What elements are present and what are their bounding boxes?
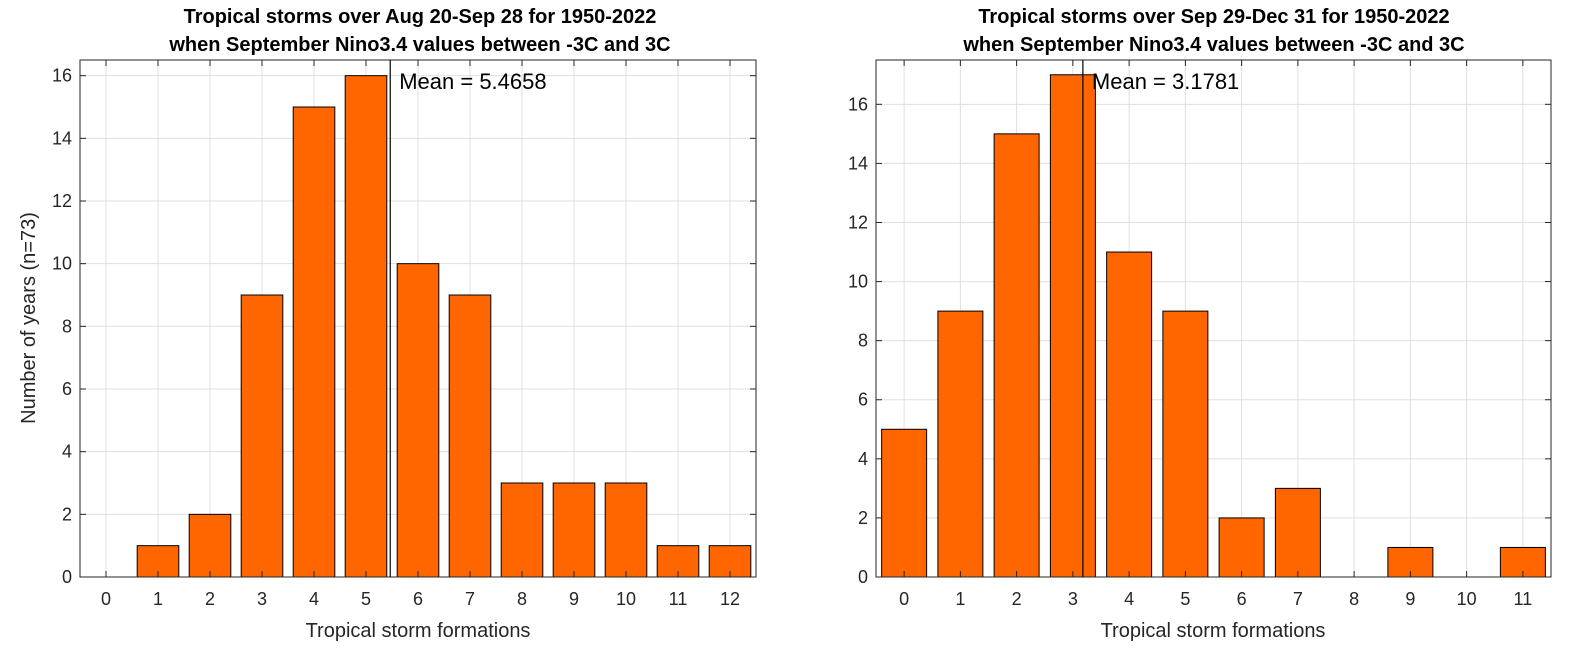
- chart-right-y-tick-label: 14: [848, 153, 868, 173]
- chart-left-x-tick-label: 3: [257, 589, 267, 609]
- chart-left-bar-4: [292, 106, 336, 578]
- chart-left-x-tick-label: 5: [361, 589, 371, 609]
- chart-left-x-tick-label: 9: [569, 589, 579, 609]
- chart-left-mean-label: Mean = 5.4658: [399, 69, 546, 94]
- chart-right-bar-3: [1049, 74, 1096, 578]
- chart-left-y-tick-label: 12: [52, 191, 72, 211]
- chart-right-y-tick-label: 10: [848, 272, 868, 292]
- chart-right-x-tick-label: 8: [1349, 589, 1359, 609]
- chart-right-x-tick-label: 1: [955, 589, 965, 609]
- chart-left-y-tick-label: 0: [62, 567, 72, 587]
- chart-left-y-tick-label: 14: [52, 128, 72, 148]
- chart-left-y-tick-label: 10: [52, 254, 72, 274]
- chart-left-y-tick-label: 16: [52, 66, 72, 86]
- chart-right-bar-0: [881, 428, 928, 578]
- chart-left-y-tick-label: 2: [62, 504, 72, 524]
- chart-right-bar-7: [1274, 487, 1321, 578]
- chart-left-bar-2: [188, 513, 232, 578]
- chart-left-y-tick-label: 4: [62, 442, 72, 462]
- chart-right-y-tick-label: 8: [858, 331, 868, 351]
- chart-right-title-line-2: when September Nino3.4 values between -3…: [962, 34, 1464, 56]
- chart-right-x-tick-label: 9: [1405, 589, 1415, 609]
- chart-right-x-tick-label: 10: [1457, 589, 1477, 609]
- chart-left-x-tick-label: 6: [413, 589, 423, 609]
- chart-right-x-tick-label: 7: [1293, 589, 1303, 609]
- chart-right-y-tick-label: 0: [858, 567, 868, 587]
- chart-right-y-tick-label: 6: [858, 390, 868, 410]
- chart-left-bar-8: [500, 482, 544, 578]
- chart-left-x-tick-label: 7: [465, 589, 475, 609]
- chart-left-x-tick-label: 11: [669, 589, 688, 609]
- chart-left-bar-9: [552, 482, 596, 578]
- chart-left-bar-6: [396, 263, 440, 578]
- chart-left-y-axis-label: Number of years (n=73): [18, 212, 40, 424]
- chart-right-y-tick-label: 2: [858, 508, 868, 528]
- chart-right-y-tick-label: 12: [848, 212, 868, 232]
- chart-left-x-tick-label: 2: [205, 589, 215, 609]
- chart-right-x-tick-label: 2: [1012, 589, 1022, 609]
- chart-right-bar-4: [1106, 251, 1153, 578]
- chart-right-y-tick-label: 4: [858, 449, 868, 469]
- chart-right-bar-2: [993, 133, 1040, 578]
- chart-left-title-line-1: Tropical storms over Aug 20-Sep 28 for 1…: [184, 6, 657, 28]
- chart-left-y-tick-label: 8: [62, 316, 72, 336]
- chart-right-axes-box: [875, 59, 1552, 578]
- chart-left-x-tick-label: 12: [720, 589, 740, 609]
- chart-right-bar-6: [1218, 517, 1265, 578]
- chart-right-x-tick-label: 6: [1237, 589, 1247, 609]
- chart-left-x-tick-label: 8: [517, 589, 527, 609]
- chart-left-x-tick-label: 1: [153, 589, 163, 609]
- chart-left: Tropical storms over Aug 20-Sep 28 for 1…: [18, 6, 757, 642]
- chart-right-x-tick-label: 4: [1124, 589, 1134, 609]
- chart-right-y-tick-label: 16: [848, 94, 868, 114]
- chart-left-y-tick-label: 6: [62, 379, 72, 399]
- chart-left-x-tick-label: 10: [616, 589, 636, 609]
- chart-right-plot-background: [876, 60, 1551, 577]
- chart-right-x-tick-label: 0: [899, 589, 909, 609]
- chart-right-mean-label: Mean = 3.1781: [1092, 69, 1239, 94]
- chart-left-x-tick-label: 4: [309, 589, 319, 609]
- chart-right-bar-5: [1162, 310, 1209, 578]
- chart-right-x-tick-label: 11: [1514, 589, 1533, 609]
- chart-left-bar-5: [344, 75, 388, 578]
- chart-right-x-axis-label: Tropical storm formations: [1101, 620, 1326, 642]
- chart-left-bar-3: [240, 294, 284, 578]
- chart-left-bar-10: [604, 482, 648, 578]
- chart-left-bar-7: [448, 294, 492, 578]
- chart-left-x-axis-label: Tropical storm formations: [306, 620, 531, 642]
- chart-right-title-line-1: Tropical storms over Sep 29-Dec 31 for 1…: [978, 6, 1449, 28]
- chart-right-x-tick-label: 5: [1180, 589, 1190, 609]
- chart-right-bar-1: [937, 310, 984, 578]
- chart-left-title-line-2: when September Nino3.4 values between -3…: [168, 34, 670, 56]
- chart-right: Tropical storms over Sep 29-Dec 31 for 1…: [848, 6, 1552, 642]
- chart-right-x-tick-label: 3: [1068, 589, 1078, 609]
- chart-left-x-tick-label: 0: [101, 589, 111, 609]
